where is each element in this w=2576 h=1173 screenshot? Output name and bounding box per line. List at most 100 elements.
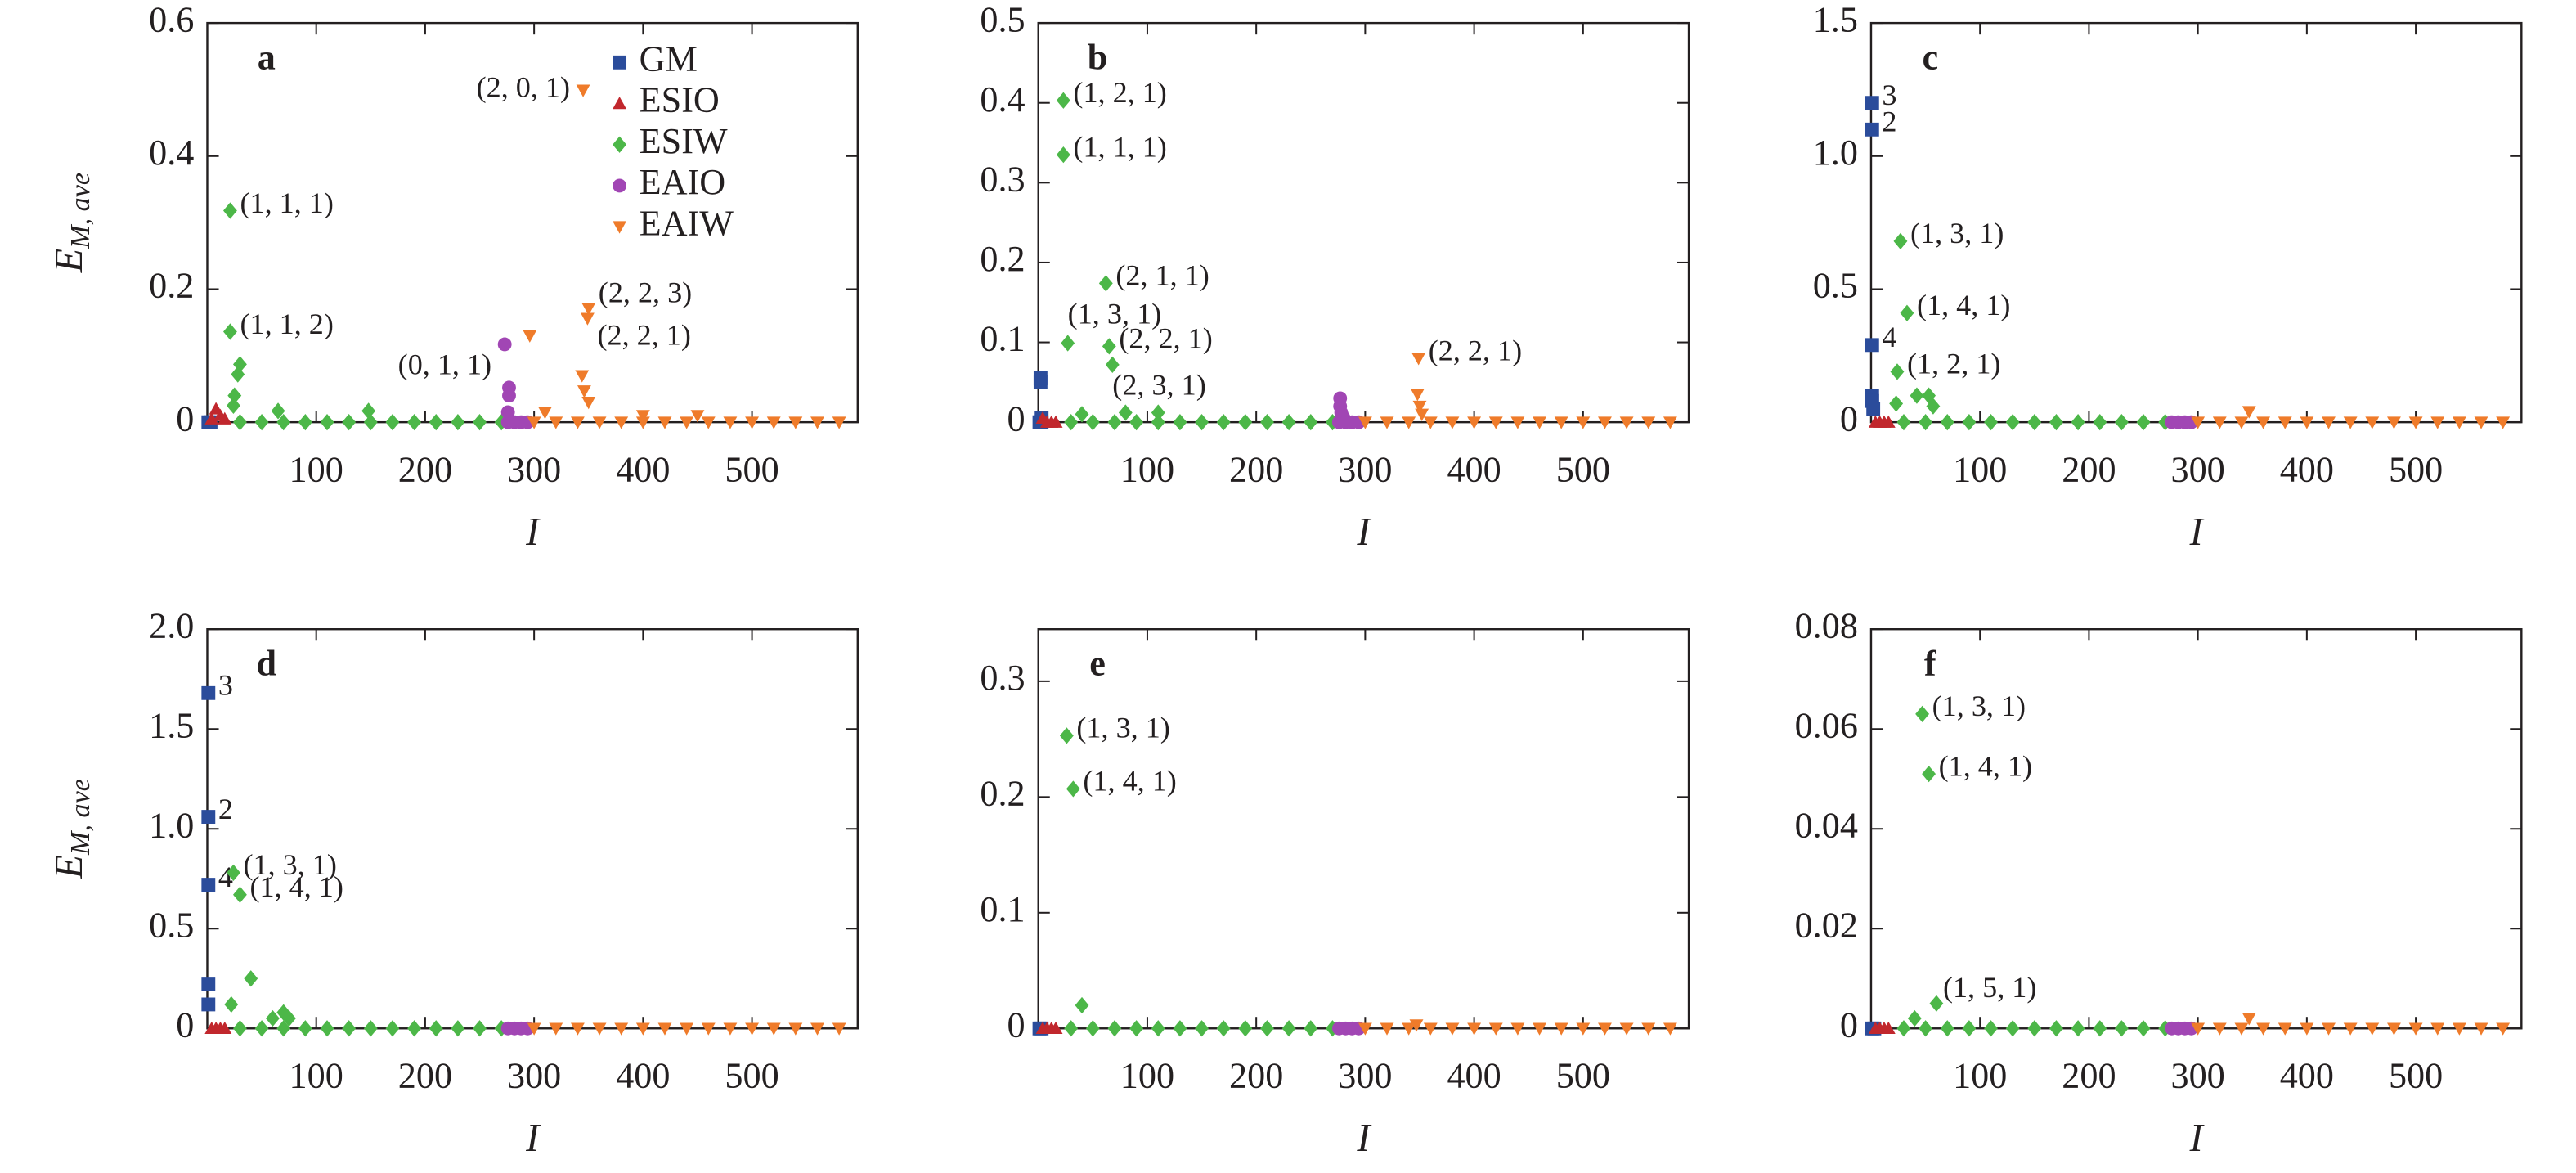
point <box>2212 416 2227 429</box>
point <box>1554 1022 1568 1036</box>
x-tick-label: 300 <box>507 450 561 490</box>
point-label: (1, 3, 1) <box>1932 690 2026 722</box>
y-tick-label: 0 <box>1008 398 1025 438</box>
point <box>1919 1020 1933 1037</box>
point <box>218 1021 232 1035</box>
x-tick-label: 100 <box>289 450 343 490</box>
point <box>201 997 216 1012</box>
legend-label: GM <box>640 38 698 79</box>
point <box>1151 404 1165 421</box>
point <box>580 312 595 326</box>
point <box>254 414 269 431</box>
point <box>218 411 232 425</box>
point <box>429 1020 443 1037</box>
point <box>1402 416 1416 429</box>
y-tick-label: 0.6 <box>149 0 194 39</box>
point <box>254 1020 269 1037</box>
point <box>451 1020 465 1037</box>
y-tick-label: 0.06 <box>1795 705 1858 745</box>
point <box>1380 1022 1394 1036</box>
point <box>1066 780 1080 798</box>
point <box>2027 414 2042 431</box>
point-label: 4 <box>218 861 233 893</box>
x-tick-label: 400 <box>2280 1056 2334 1096</box>
point <box>2256 1022 2271 1036</box>
point <box>657 416 672 429</box>
point <box>614 1022 629 1036</box>
point <box>788 416 803 429</box>
point <box>1380 416 1394 429</box>
point <box>1358 1022 1372 1036</box>
point <box>2300 1022 2314 1036</box>
point <box>2093 414 2107 431</box>
point <box>1467 416 1482 429</box>
point <box>1151 1020 1165 1037</box>
y-tick-label: 0.08 <box>1795 605 1858 645</box>
point <box>1919 414 1933 431</box>
point <box>1445 1022 1460 1036</box>
point <box>1064 414 1079 431</box>
x-tick-label: 100 <box>1953 1056 2007 1096</box>
point-label: (1, 3, 1) <box>1068 298 1161 330</box>
point <box>1533 1022 1546 1036</box>
panel-letter: c <box>1922 37 1938 77</box>
point <box>1865 122 1879 137</box>
point <box>1940 414 1954 431</box>
x-tick-label: 400 <box>1447 450 1501 490</box>
point-label: (2, 2, 1) <box>1119 322 1212 355</box>
point <box>1281 414 1296 431</box>
point <box>201 978 216 992</box>
point <box>1102 338 1116 355</box>
point <box>2430 1022 2445 1036</box>
y-tick-label: 0 <box>176 1004 194 1045</box>
point <box>320 414 334 431</box>
y-tick-label: 0.3 <box>980 159 1025 199</box>
point-label: 3 <box>1882 79 1896 111</box>
y-tick-label: 1.0 <box>149 805 194 845</box>
point <box>497 337 512 352</box>
point <box>576 84 590 97</box>
point <box>577 385 591 398</box>
point <box>1598 416 1612 429</box>
point-label: (1, 3, 1) <box>1076 712 1169 744</box>
point <box>1962 414 1977 431</box>
point <box>1866 402 1881 416</box>
panel-letter: b <box>1088 37 1108 77</box>
point-label: (1, 3, 1) <box>243 848 336 881</box>
panel-letter: e <box>1089 644 1106 684</box>
plot-frame <box>206 628 859 1030</box>
point <box>2005 414 2020 431</box>
point <box>2256 416 2271 429</box>
point <box>2365 1022 2380 1036</box>
y-tick-label: 2.0 <box>149 605 194 645</box>
point <box>2322 416 2336 429</box>
x-tick-label: 100 <box>1120 1056 1174 1096</box>
point-label: (1, 2, 1) <box>1907 348 2000 380</box>
point-label: (1, 1, 1) <box>240 187 333 219</box>
y-axis-title: EM, ave <box>47 173 96 273</box>
point-label: (1, 5, 1) <box>1943 971 2036 1004</box>
point <box>1409 1019 1424 1032</box>
point <box>2278 416 2292 429</box>
y-tick-label: 0 <box>1008 1004 1025 1045</box>
point <box>1533 416 1546 429</box>
x-tick-label: 500 <box>2389 1056 2443 1096</box>
point <box>2242 406 2256 419</box>
point <box>1984 1020 1998 1037</box>
point <box>2136 1020 2151 1037</box>
point <box>1098 275 1113 292</box>
point <box>2114 1020 2129 1037</box>
panel: 0 0.2 0.4 0.6 100 200 300 400 500 I EM, ave a (1, 1,… <box>47 0 859 554</box>
y-tick-label: 0 <box>176 398 194 438</box>
x-tick-label: 500 <box>725 1056 779 1096</box>
point-label: 3 <box>218 669 233 702</box>
point <box>204 411 219 425</box>
panel-letter: f <box>1924 644 1937 684</box>
point-label: (2, 2, 1) <box>1429 334 1522 366</box>
point <box>2234 416 2249 429</box>
point <box>2191 1022 2206 1036</box>
point <box>1423 416 1438 429</box>
point <box>1304 414 1318 431</box>
x-tick-label: 300 <box>2171 450 2225 490</box>
point <box>361 402 376 420</box>
